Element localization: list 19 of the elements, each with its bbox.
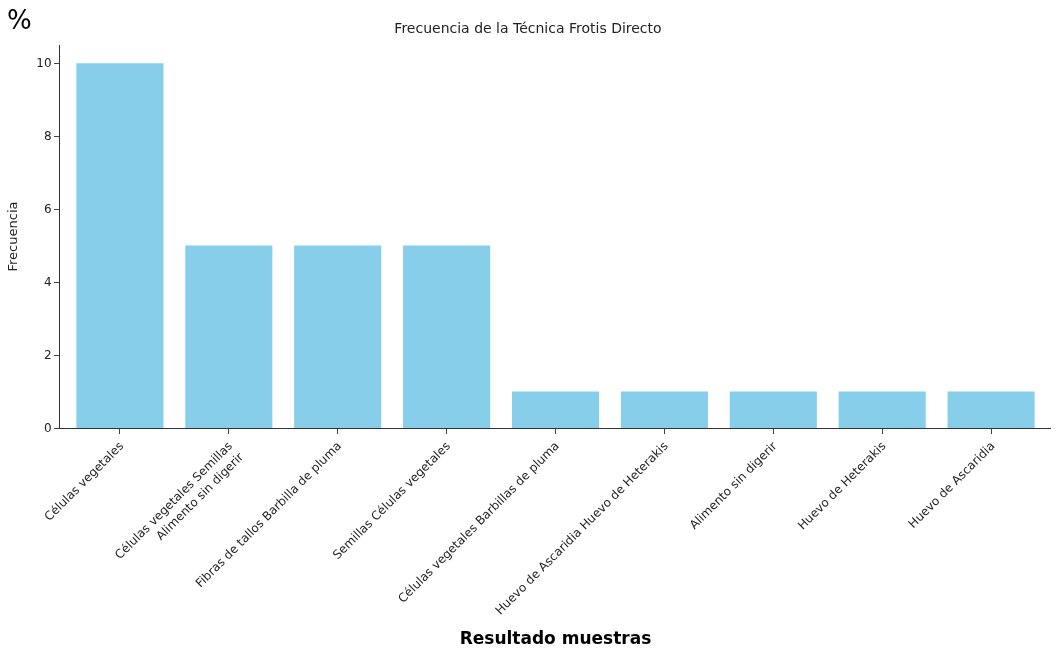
y-axis-title: Frecuencia	[5, 201, 21, 272]
y-tick-label: 6	[43, 202, 52, 217]
y-tick-label: 2	[43, 348, 52, 363]
bar	[729, 391, 817, 428]
bar	[294, 245, 382, 428]
bar	[511, 391, 600, 428]
y-tick-label: 0	[43, 421, 52, 436]
chart-title: Frecuencia de la Técnica Frotis Directo	[394, 19, 662, 36]
x-axis-title: Resultado muestras	[459, 627, 652, 648]
y-tick-label: 10	[36, 56, 52, 71]
text: %	[7, 5, 32, 35]
y-tick-label: 8	[43, 129, 52, 144]
y-tick-label: 4	[43, 275, 52, 290]
bar	[620, 391, 708, 428]
bar	[76, 63, 164, 428]
bar	[838, 391, 926, 428]
bar	[185, 245, 273, 428]
bar	[403, 245, 491, 428]
bar	[947, 391, 1035, 428]
